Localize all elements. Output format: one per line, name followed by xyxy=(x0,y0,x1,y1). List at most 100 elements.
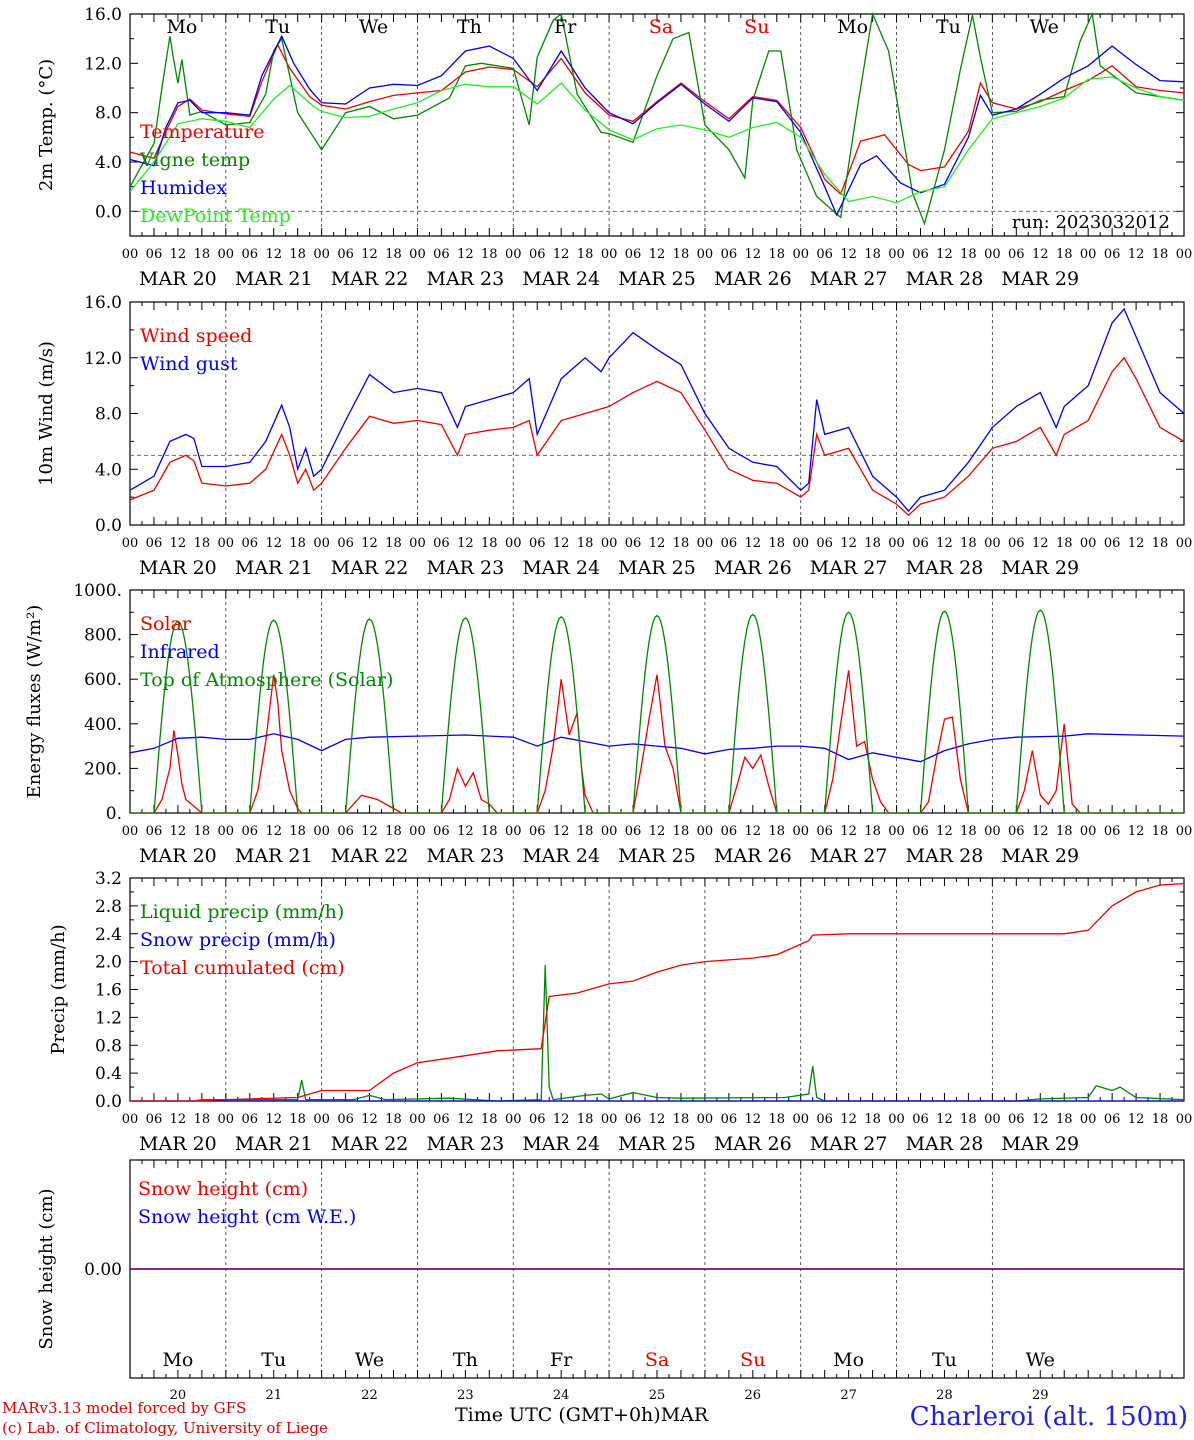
hour-tick-label: 00 xyxy=(697,536,714,551)
y-tick-label: 2.4 xyxy=(95,925,122,945)
y-tick-label: 0.0 xyxy=(95,1092,122,1112)
hour-tick-label: 18 xyxy=(1056,536,1073,551)
weekday-label: Su xyxy=(740,1349,765,1371)
day-label: MAR 24 xyxy=(522,845,600,867)
y-tick-label: 16.0 xyxy=(84,293,122,313)
legend-item: Infrared xyxy=(140,641,220,663)
hour-tick-label: 06 xyxy=(1008,247,1025,262)
hour-tick-label: 06 xyxy=(146,824,163,839)
hour-tick-label: 18 xyxy=(1056,824,1073,839)
y-tick-label: 12.0 xyxy=(84,54,122,74)
hour-tick-label: 06 xyxy=(433,247,450,262)
hour-tick-label: 12 xyxy=(936,824,953,839)
day-label: MAR 22 xyxy=(331,1133,409,1155)
hour-tick-label: 00 xyxy=(792,1112,809,1127)
series-solar xyxy=(130,670,1184,814)
hour-tick-label: 12 xyxy=(649,1112,666,1127)
panel-1 xyxy=(129,11,1185,237)
hour-tick-label: 12 xyxy=(457,1112,474,1127)
y-tick-label: 3.2 xyxy=(95,869,122,889)
hour-tick-label: 12 xyxy=(1128,824,1145,839)
day-label: MAR 21 xyxy=(235,557,313,579)
hour-tick-label: 00 xyxy=(122,247,139,262)
hour-tick-label: 18 xyxy=(960,536,977,551)
hour-tick-label: 18 xyxy=(194,247,211,262)
day-label: MAR 21 xyxy=(235,1133,313,1155)
y-tick-label: 1.6 xyxy=(95,981,122,1001)
hour-tick-label: 12 xyxy=(840,1112,857,1127)
hour-tick-label: 00 xyxy=(984,247,1001,262)
y-tick-label: 8.0 xyxy=(95,104,122,124)
y-tick-label: 12.0 xyxy=(84,349,122,369)
y-tick-label: 4.0 xyxy=(95,460,122,480)
weekday-label: Fr xyxy=(550,1349,573,1371)
hour-tick-label: 18 xyxy=(577,536,594,551)
hour-tick-label: 00 xyxy=(409,247,426,262)
hour-tick-label: 00 xyxy=(888,1112,905,1127)
model-credit: MARv3.13 model forced by GFS xyxy=(2,1399,247,1417)
day-number-label: 20 xyxy=(170,1388,187,1403)
day-label: MAR 27 xyxy=(810,1133,888,1155)
hour-tick-label: 12 xyxy=(457,824,474,839)
y-tick-label: 16.0 xyxy=(84,5,122,25)
hour-tick-label: 12 xyxy=(265,536,282,551)
hour-tick-label: 18 xyxy=(864,824,881,839)
hour-tick-label: 12 xyxy=(170,824,187,839)
hour-tick-label: 00 xyxy=(697,824,714,839)
weekday-label: Th xyxy=(457,16,482,38)
hour-tick-label: 18 xyxy=(1152,247,1169,262)
panel-frame xyxy=(129,13,1185,237)
weekday-label: Tu xyxy=(932,1349,957,1371)
day-label: MAR 23 xyxy=(427,1133,505,1155)
hour-tick-label: 12 xyxy=(361,824,378,839)
weekday-label: Mo xyxy=(833,1349,864,1371)
hour-tick-label: 06 xyxy=(1104,824,1121,839)
hour-tick-label: 18 xyxy=(481,247,498,262)
hour-tick-label: 18 xyxy=(289,247,306,262)
series-top-of-atmosphere-solar xyxy=(130,609,1184,814)
day-label: MAR 20 xyxy=(139,268,217,290)
day-number-label: 21 xyxy=(265,1388,282,1403)
hour-tick-label: 12 xyxy=(936,536,953,551)
hour-tick-label: 12 xyxy=(1032,536,1049,551)
hour-tick-label: 06 xyxy=(337,1112,354,1127)
y-tick-label: 4.0 xyxy=(95,153,122,173)
weekday-label: Tu xyxy=(261,1349,286,1371)
day-label: MAR 21 xyxy=(235,845,313,867)
hour-tick-label: 12 xyxy=(265,1112,282,1127)
hour-tick-label: 00 xyxy=(1080,247,1097,262)
hour-tick-label: 06 xyxy=(146,536,163,551)
hour-tick-label: 06 xyxy=(433,536,450,551)
hour-tick-label: 18 xyxy=(194,1112,211,1127)
hour-tick-label: 12 xyxy=(1128,1112,1145,1127)
hour-tick-label: 18 xyxy=(385,247,402,262)
hour-tick-label: 06 xyxy=(912,536,929,551)
series-wind-speed xyxy=(129,356,1185,517)
day-label: MAR 20 xyxy=(139,1133,217,1155)
hour-tick-label: 00 xyxy=(218,824,235,839)
hour-tick-label: 06 xyxy=(337,824,354,839)
hour-tick-label: 06 xyxy=(529,536,546,551)
hour-tick-label: 06 xyxy=(625,1112,642,1127)
hour-tick-label: 06 xyxy=(816,824,833,839)
day-number-label: 24 xyxy=(553,1388,570,1403)
hour-tick-label: 18 xyxy=(960,1112,977,1127)
hour-tick-label: 06 xyxy=(146,247,163,262)
hour-tick-label: 06 xyxy=(1104,536,1121,551)
run-annotation: run: 2023032012 xyxy=(1012,212,1170,233)
time-label: Time UTC (GMT+0h) xyxy=(455,1404,661,1426)
hour-tick-label: 06 xyxy=(337,536,354,551)
hour-tick-label: 00 xyxy=(697,247,714,262)
legend-item: Snow precip (mm/h) xyxy=(140,929,336,951)
hour-tick-label: 12 xyxy=(361,247,378,262)
hour-tick-label: 06 xyxy=(146,1112,163,1127)
day-label: MAR 20 xyxy=(139,845,217,867)
hour-tick-label: 12 xyxy=(840,824,857,839)
day-number-label: 22 xyxy=(361,1388,378,1403)
hour-tick-label: 00 xyxy=(409,536,426,551)
hour-tick-label: 18 xyxy=(768,1112,785,1127)
hour-tick-label: 06 xyxy=(721,824,738,839)
hour-tick-label: 06 xyxy=(625,824,642,839)
y-tick-label: 2.0 xyxy=(95,953,122,973)
day-label: MAR 29 xyxy=(1001,268,1079,290)
